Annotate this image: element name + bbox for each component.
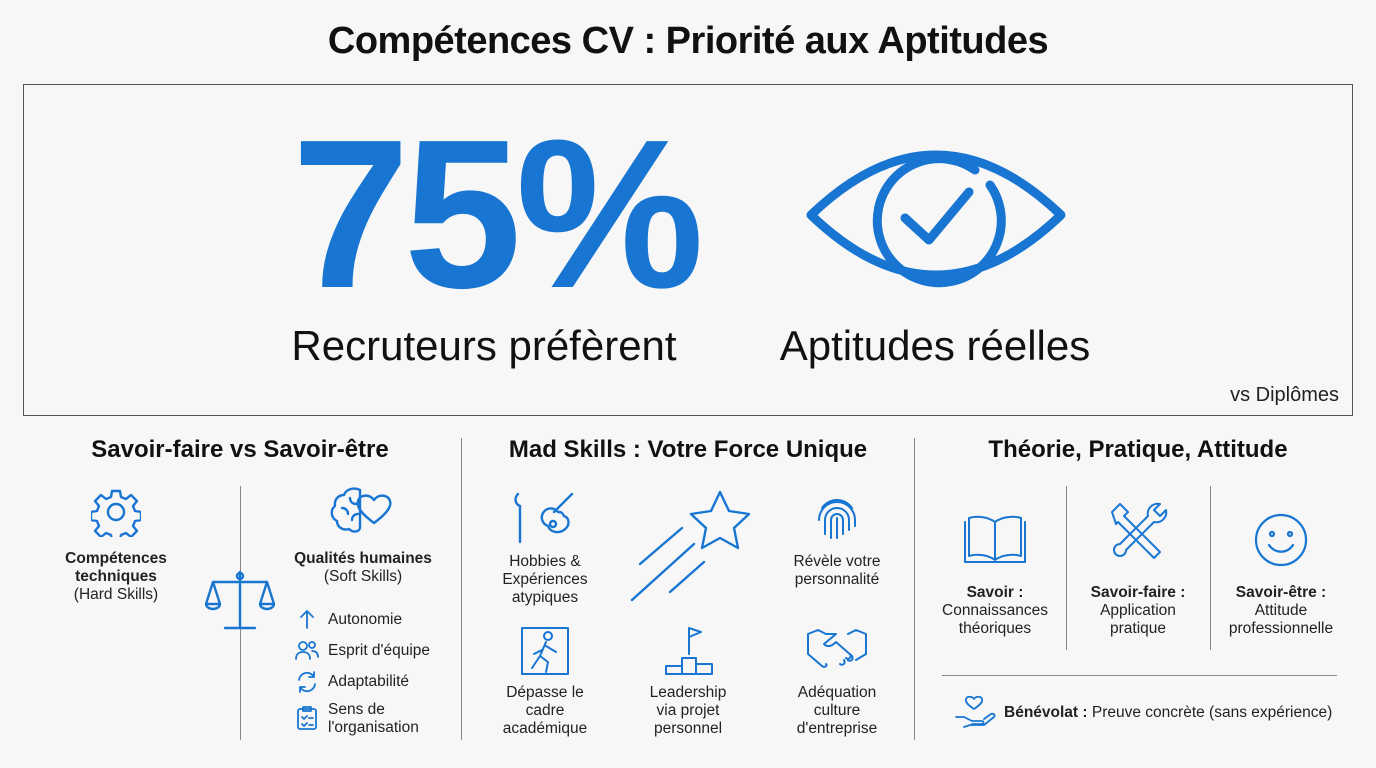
item-label: Savoir : [966,584,1024,601]
hard-skills: Compétences techniques (Hard Skills) [51,550,181,604]
tools-icon [1111,502,1168,559]
divider [461,438,462,740]
soft-item: Sens de l'organisation [328,701,419,736]
soft-item: Autonomie [328,611,403,628]
fingerprint-icon [818,499,856,539]
guitar-brush-icon [514,492,574,544]
divider [942,675,1337,676]
skill-item: Savoir : Connaissances théoriques [930,584,1060,638]
skill-item: Savoir-faire : Application pratique [1073,584,1203,638]
eye-check-icon [806,150,1066,288]
footer-text: Preuve concrète (sans expérience) [1091,704,1333,721]
item-label: Savoir-être : [1235,584,1327,601]
smiley-icon [1254,513,1308,567]
hard-label: Compétences techniques [65,550,167,585]
item-text: Connaissances théoriques [942,602,1048,637]
cycle-icon [298,671,316,693]
hard-sub: (Hard Skills) [73,586,159,603]
soft-skills: Qualités humaines (Soft Skills) [288,550,438,586]
item-text: Attitude professionnelle [1228,602,1334,637]
arrow-up-icon [300,610,314,629]
footer-label: Bénévolat : [1004,704,1088,721]
divider [914,438,915,740]
footer-note: Bénévolat : Preuve concrète (sans expéri… [1004,704,1332,722]
mad-item: Dépasse le cadre académique [502,684,588,737]
escape-frame-icon [521,627,569,675]
skill-item: Savoir-être : Attitude professionnelle [1216,584,1346,638]
hero-left-caption: Recruteurs préfèrent [291,322,677,369]
section-title: Mad Skills : Votre Force Unique [508,436,868,463]
shooting-star-icon [630,490,750,602]
item-text: Application pratique [1100,602,1176,637]
divider [1210,486,1211,650]
section-title: Théorie, Pratique, Attitude [988,436,1288,463]
mad-item: Hobbies & Expériences atypiques [502,553,588,606]
item-label: Savoir-faire : [1090,584,1186,601]
divider [1066,486,1067,650]
clipboard-icon [297,706,317,730]
team-icon [295,641,319,660]
volunteer-icon [955,695,996,728]
section-title: Savoir-faire vs Savoir-être [91,436,389,463]
hero-right-caption: Aptitudes réelles [779,322,1091,369]
soft-label: Qualités humaines [294,550,432,567]
soft-item: Esprit d'équipe [328,642,431,659]
soft-item: Adaptabilité [328,673,410,690]
mad-item: Leadership via projet personnel [649,684,727,737]
brain-heart-icon [330,487,392,533]
book-icon [964,515,1026,563]
hero-note: vs Diplômes [1230,384,1339,406]
mad-item: Adéquation culture d'entreprise [796,684,878,737]
handshake-icon [807,629,867,668]
hero-stat: 75% [291,95,704,332]
gear-icon [91,489,141,537]
soft-sub: (Soft Skills) [323,568,403,585]
page-title: Compétences CV : Priorité aux Aptitudes [327,20,1049,62]
podium-icon [665,627,713,675]
scale-icon [205,570,275,630]
hero-box [23,84,1353,416]
mad-item: Révèle votre personnalité [793,553,881,588]
